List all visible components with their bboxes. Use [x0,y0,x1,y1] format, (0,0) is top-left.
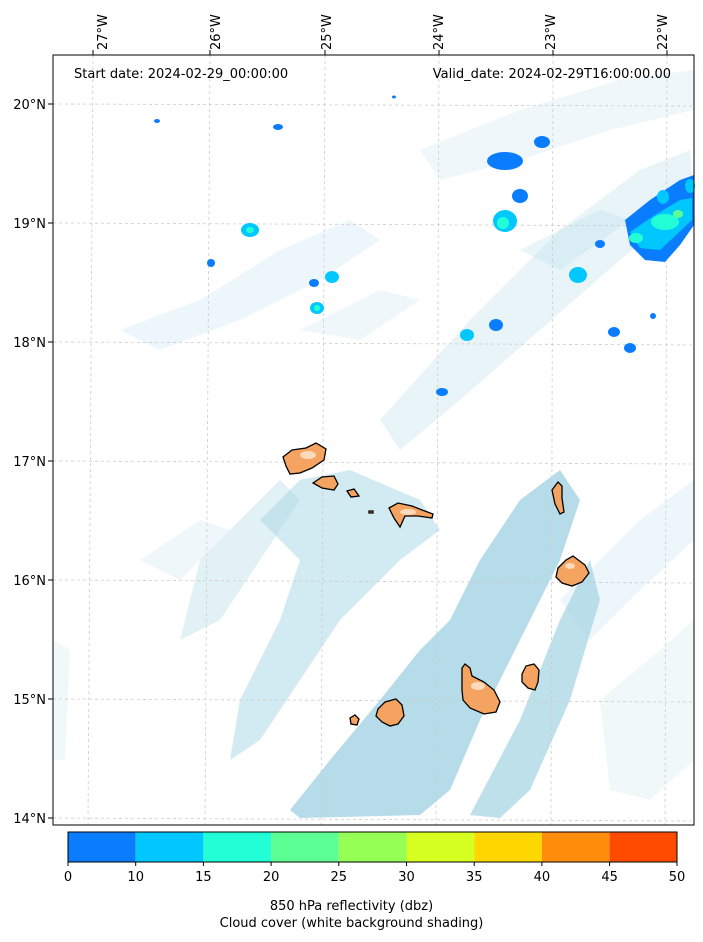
colorbar-tick-10: 10 [127,870,144,885]
colorbar-segment-4 [338,832,407,862]
map-frame [52,54,695,826]
colorbar-tick-20: 20 [263,870,280,885]
colorbar-segment-5 [406,832,475,862]
lat-label-20n: 20°N [13,98,46,113]
colorbar-title-line2: Cloud cover (white background shading) [219,916,484,931]
lon-label-25w: 25°W [320,14,335,50]
colorbar-tick-25: 25 [331,870,348,885]
lon-label-22w: 22°W [656,14,671,50]
colorbar-segment-6 [474,832,542,862]
lon-label-27w: 27°W [96,14,111,50]
colorbar-tick-50: 50 [669,870,686,885]
lat-label-16n: 16°N [13,574,46,589]
lat-label-18n: 18°N [13,336,46,351]
colorbar-tick-15: 15 [195,870,212,885]
cloud-cover-shading [53,70,694,818]
lat-label-17n: 17°N [13,455,46,470]
gridlines [52,54,695,826]
island-highlights [300,451,575,690]
colorbar-segment-2 [203,832,272,862]
colorbar-tick-0: 0 [64,870,72,885]
colorbar-segment-8 [609,832,677,862]
colorbar-frame [67,831,678,863]
map-background [53,55,694,825]
lat-label-15n: 15°N [13,693,46,708]
colorbar-tick-45: 45 [601,870,618,885]
colorbar-title-line1: 850 hPa reflectivity (dbz) [269,899,434,914]
colorbar-segment-7 [541,832,610,862]
axis-ticks [48,50,668,819]
lon-label-24w: 24°W [432,14,447,50]
colorbar-tick-30: 30 [398,870,415,885]
colorbar-tick-35: 35 [466,870,483,885]
lon-label-23w: 23°W [544,14,559,50]
reflectivity-echoes [154,95,695,396]
colorbar: 0 10 15 20 25 30 35 40 45 50 [64,831,686,885]
colorbar-title: 850 hPa reflectivity (dbz) Cloud cover (… [0,898,703,932]
lon-label-26w: 26°W [209,14,224,50]
lat-label-19n: 19°N [13,217,46,232]
valid-date-label: Valid_date: 2024-02-29T16:00:00.00 [433,67,671,82]
colorbar-segment-1 [135,832,204,862]
colorbar-segment-3 [271,832,339,862]
colorbar-tick-40: 40 [534,870,551,885]
lat-label-14n: 14°N [13,812,46,827]
colorbar-segment-0 [68,832,136,862]
start-date-label: Start date: 2024-02-29_00:00:00 [74,67,288,82]
